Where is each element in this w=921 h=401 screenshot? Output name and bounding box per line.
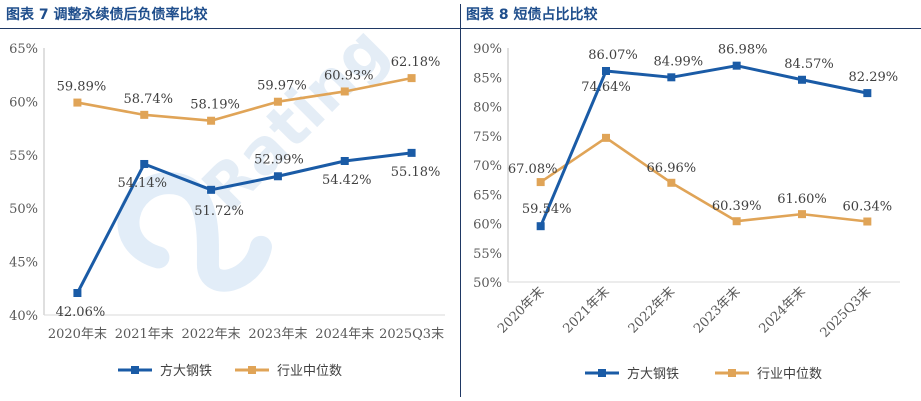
y-tick-label: 60% (9, 95, 38, 110)
legend-swatch-marker (728, 369, 736, 377)
data-point-marker (407, 74, 416, 83)
watermark-logo-icon (117, 172, 272, 292)
legend-swatch-marker (248, 366, 256, 374)
data-point-marker (73, 98, 82, 107)
data-point-marker (863, 217, 872, 226)
y-tick-label: 80% (473, 101, 502, 116)
data-label: 54.14% (117, 176, 167, 191)
data-point-marker (732, 61, 741, 70)
data-label: 86.07% (588, 48, 638, 63)
chart-title: 图表 7 调整永续债后负债率比较 (6, 7, 208, 23)
data-label: 74.64% (581, 80, 631, 95)
data-label: 84.57% (784, 57, 834, 72)
x-tick-label: 2022年末 (626, 284, 678, 336)
y-tick-label: 60% (473, 218, 502, 233)
y-tick-label: 55% (9, 149, 38, 164)
legend-swatch-marker (598, 369, 606, 377)
x-tick-label: 2020年末 (48, 327, 107, 342)
chart-title: 图表 8 短债占比比较 (466, 7, 598, 23)
data-point-marker (340, 87, 349, 96)
data-point-marker (732, 217, 741, 226)
data-point-marker (798, 210, 806, 219)
data-label: 60.34% (843, 200, 893, 215)
data-point-marker (140, 159, 149, 168)
x-tick-label: 2024年末 (315, 327, 374, 342)
legend-label: 行业中位数 (277, 364, 342, 379)
title-divider (460, 28, 921, 29)
data-label: 42.06% (56, 305, 106, 320)
data-label: 55.18% (391, 165, 441, 180)
data-label: 61.60% (777, 192, 827, 207)
x-tick-label: 2021年末 (115, 327, 174, 342)
series-line-industry-median (539, 136, 868, 223)
data-label: 86.98% (718, 43, 768, 58)
data-point-marker (73, 288, 82, 297)
series-line-industry-median (77, 76, 412, 123)
x-tick-label: 2021年末 (560, 284, 612, 336)
data-point-marker (863, 89, 872, 98)
data-label: 59.54% (522, 202, 572, 217)
data-label: 58.19% (190, 98, 240, 113)
data-label: 51.72% (194, 204, 244, 219)
legend-swatch-marker (131, 366, 139, 374)
y-tick-label: 65% (473, 188, 502, 203)
data-label: 66.96% (647, 161, 697, 176)
x-tick-label: 2020年末 (495, 284, 547, 336)
data-label: 54.42% (322, 173, 372, 188)
data-label: 60.93% (324, 68, 374, 83)
short-debt-share-chart: 50% 55% 60% 65% 70% 75% 80% 85% 90% 2020年末 2021年末 2… (473, 42, 900, 382)
data-label: 59.97% (257, 79, 307, 94)
data-point-marker (207, 116, 216, 125)
data-point-marker (602, 133, 610, 142)
data-label: 59.89% (57, 80, 107, 95)
y-tick-label: 50% (473, 276, 502, 291)
data-point-marker (140, 110, 149, 119)
data-label: 52.99% (254, 152, 304, 167)
chart-panel-short-debt-share: 图表 8 短债占比比较 50% 55% 60% 65% 70% 75% 80% 85% 90% 2… (460, 0, 921, 401)
title-divider (0, 28, 460, 29)
data-point-marker (602, 66, 610, 75)
data-label: 82.29% (849, 70, 899, 85)
y-tick-label: 40% (9, 309, 38, 324)
data-point-marker (273, 172, 282, 181)
data-point-marker (536, 178, 545, 187)
data-point-marker (407, 148, 416, 157)
x-tick-label: 2024年末 (756, 284, 808, 336)
x-tick-label: 2025Q3末 (379, 327, 444, 342)
y-tick-label: 55% (473, 247, 502, 262)
x-tick-label: 2022年末 (182, 327, 241, 342)
y-tick-label: 70% (473, 159, 502, 174)
legend-label: 方大钢铁 (160, 363, 212, 379)
data-point-marker (667, 73, 676, 82)
y-tick-label: 45% (9, 256, 38, 271)
legend-label: 行业中位数 (757, 367, 822, 382)
data-point-marker (273, 97, 282, 106)
y-tick-label: 75% (473, 130, 502, 145)
x-tick-label: 2023年末 (248, 327, 307, 342)
series-line-company (76, 151, 412, 294)
data-point-marker (207, 185, 216, 194)
y-tick-label: 90% (473, 42, 502, 57)
panel-divider (460, 4, 461, 397)
data-label: 58.74% (123, 92, 173, 107)
chart-panel-debt-ratio: 图表 7 调整永续债后负债率比较 Rating 40% 45% 50% 55% 60% 65… (0, 0, 460, 401)
data-label: 67.08% (508, 162, 558, 177)
y-tick-label: 85% (473, 71, 502, 86)
data-label: 62.18% (391, 55, 441, 70)
data-point-marker (798, 75, 806, 84)
data-label: 60.39% (712, 199, 762, 214)
y-tick-label: 65% (9, 42, 38, 57)
data-point-marker (667, 178, 676, 187)
x-tick-label: 2025Q3末 (818, 284, 875, 341)
series-line-company (539, 64, 868, 227)
data-label: 84.99% (654, 54, 704, 69)
data-point-marker (536, 222, 545, 231)
y-tick-label: 50% (9, 202, 38, 217)
x-tick-label: 2023年末 (691, 284, 743, 336)
data-point-marker (340, 156, 349, 165)
legend-label: 方大钢铁 (627, 366, 679, 382)
